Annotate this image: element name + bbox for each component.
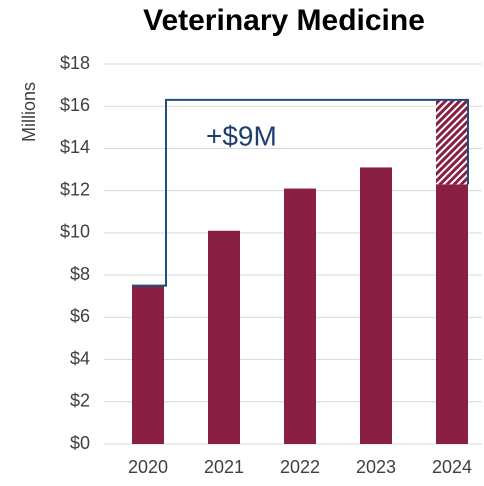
y-tick-label: $2 [70, 391, 90, 411]
bar [208, 230, 240, 444]
x-tick-label: 2022 [280, 457, 320, 477]
y-tick-label: $18 [60, 53, 90, 73]
annotation: +$9M [206, 120, 277, 151]
bar [284, 188, 316, 444]
bar [132, 285, 164, 444]
x-tick-label: 2020 [128, 457, 168, 477]
y-tick-label: $4 [70, 348, 90, 368]
y-tick-label: $0 [70, 433, 90, 453]
annotation-bracket [132, 98, 469, 287]
x-tick-label: 2023 [356, 457, 396, 477]
y-tick-label: $14 [60, 137, 90, 157]
bar [436, 184, 468, 445]
x-tick-label: 2021 [204, 457, 244, 477]
y-tick-label: $16 [60, 95, 90, 115]
y-tick-label: $8 [70, 264, 90, 284]
projected-bar [436, 99, 468, 185]
chart-title: Veterinary Medicine [143, 4, 425, 37]
y-tick-label: $10 [60, 222, 90, 242]
x-tick-label: 2024 [432, 457, 472, 477]
y-tick-label: $12 [60, 179, 90, 199]
y-tick-label: $6 [70, 306, 90, 326]
y-axis-label: Millions [19, 82, 39, 142]
bar [360, 167, 392, 444]
